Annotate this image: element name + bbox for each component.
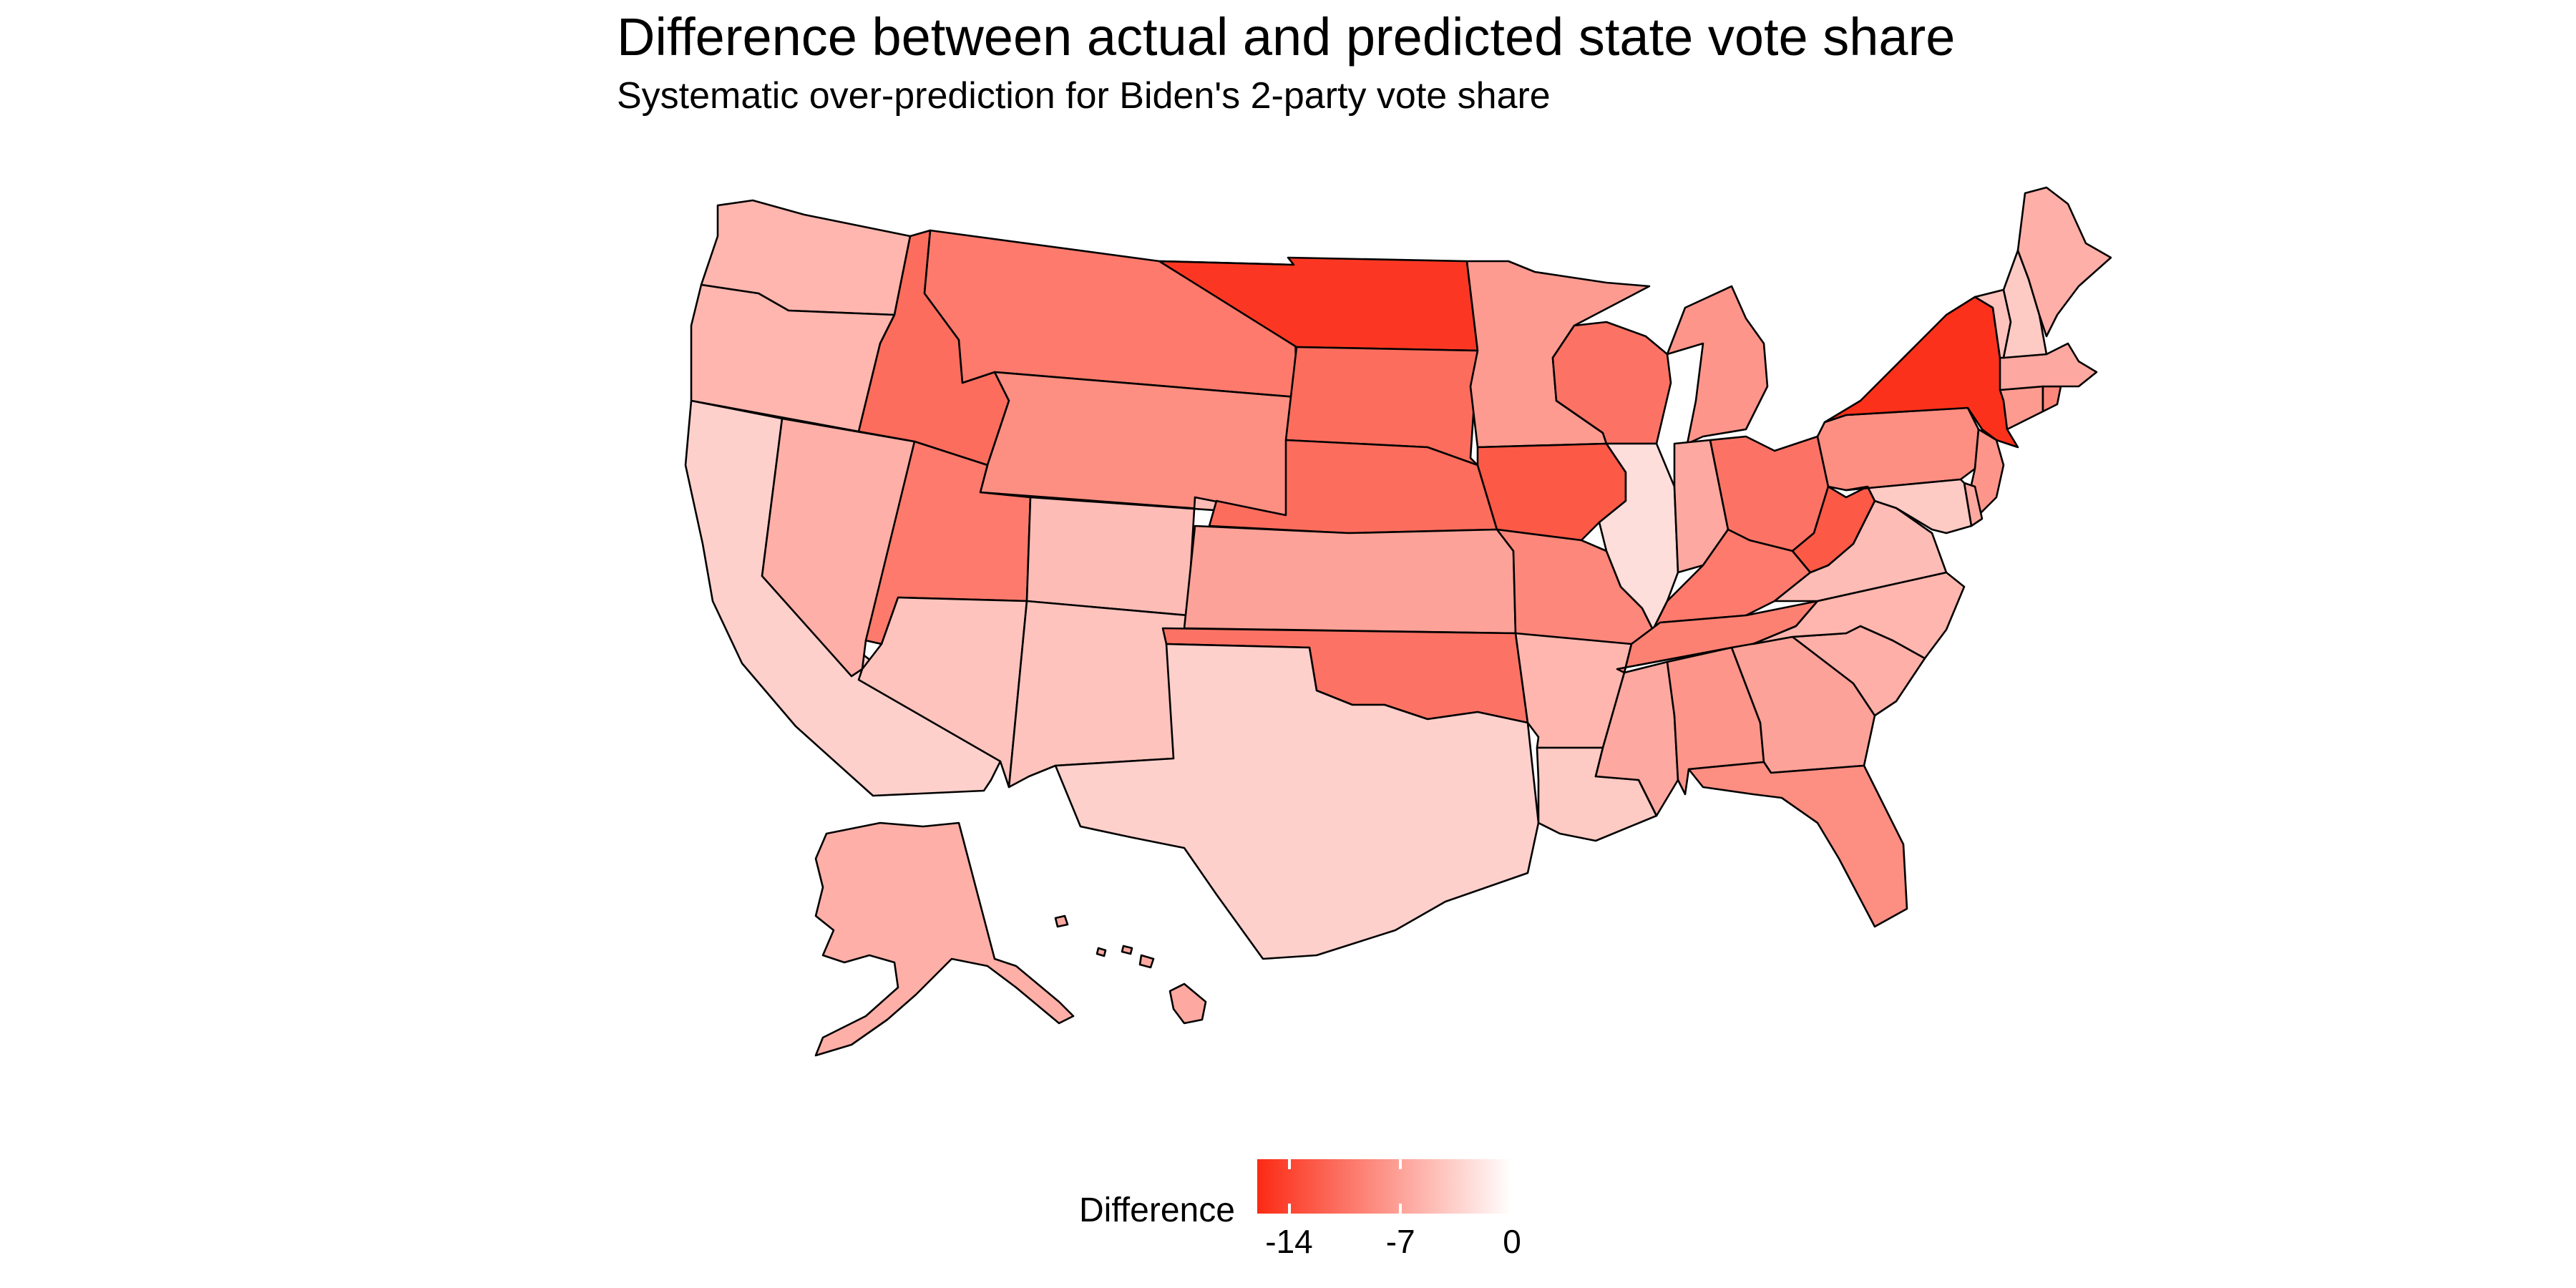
state-MA[interactable] <box>1999 342 2098 391</box>
state-NC[interactable] <box>1752 571 1966 660</box>
state-HI[interactable] <box>1054 914 1207 1025</box>
legend-tick-mark <box>1511 1204 1513 1214</box>
legend-tick-mark <box>1399 1204 1402 1214</box>
state-TX[interactable] <box>1054 643 1540 960</box>
state-WY[interactable] <box>979 371 1298 517</box>
legend-tick-label: -14 <box>1265 1223 1313 1260</box>
legend-tick-mark <box>1287 1204 1291 1214</box>
state-KS[interactable] <box>1183 525 1517 635</box>
state-RI[interactable] <box>2041 385 2062 413</box>
state-PA[interactable] <box>1816 406 1980 492</box>
state-MT[interactable] <box>923 229 1298 399</box>
legend-tick-mark <box>1511 1159 1513 1169</box>
state-MI[interactable] <box>1666 285 1769 445</box>
state-MD[interactable] <box>1845 478 1973 535</box>
state-MS[interactable] <box>1594 660 1679 817</box>
state-FL[interactable] <box>1687 761 1908 928</box>
state-AK[interactable] <box>814 821 1075 1057</box>
legend-colorbar <box>1257 1159 1512 1214</box>
legend-tick-mark <box>1399 1159 1402 1169</box>
state-WI[interactable] <box>1551 321 1672 445</box>
page-title: Difference between actual and predicted … <box>617 7 1956 67</box>
legend-tick-label: 0 <box>1503 1223 1521 1260</box>
legend-title: Difference <box>1079 1191 1235 1229</box>
legend-tick-label: -7 <box>1385 1223 1415 1260</box>
state-ME[interactable] <box>2016 186 2112 338</box>
state-CT[interactable] <box>1999 385 2044 431</box>
legend-tick-mark <box>1287 1159 1291 1169</box>
page-subtitle: Systematic over-prediction for Biden's 2… <box>617 75 1551 117</box>
